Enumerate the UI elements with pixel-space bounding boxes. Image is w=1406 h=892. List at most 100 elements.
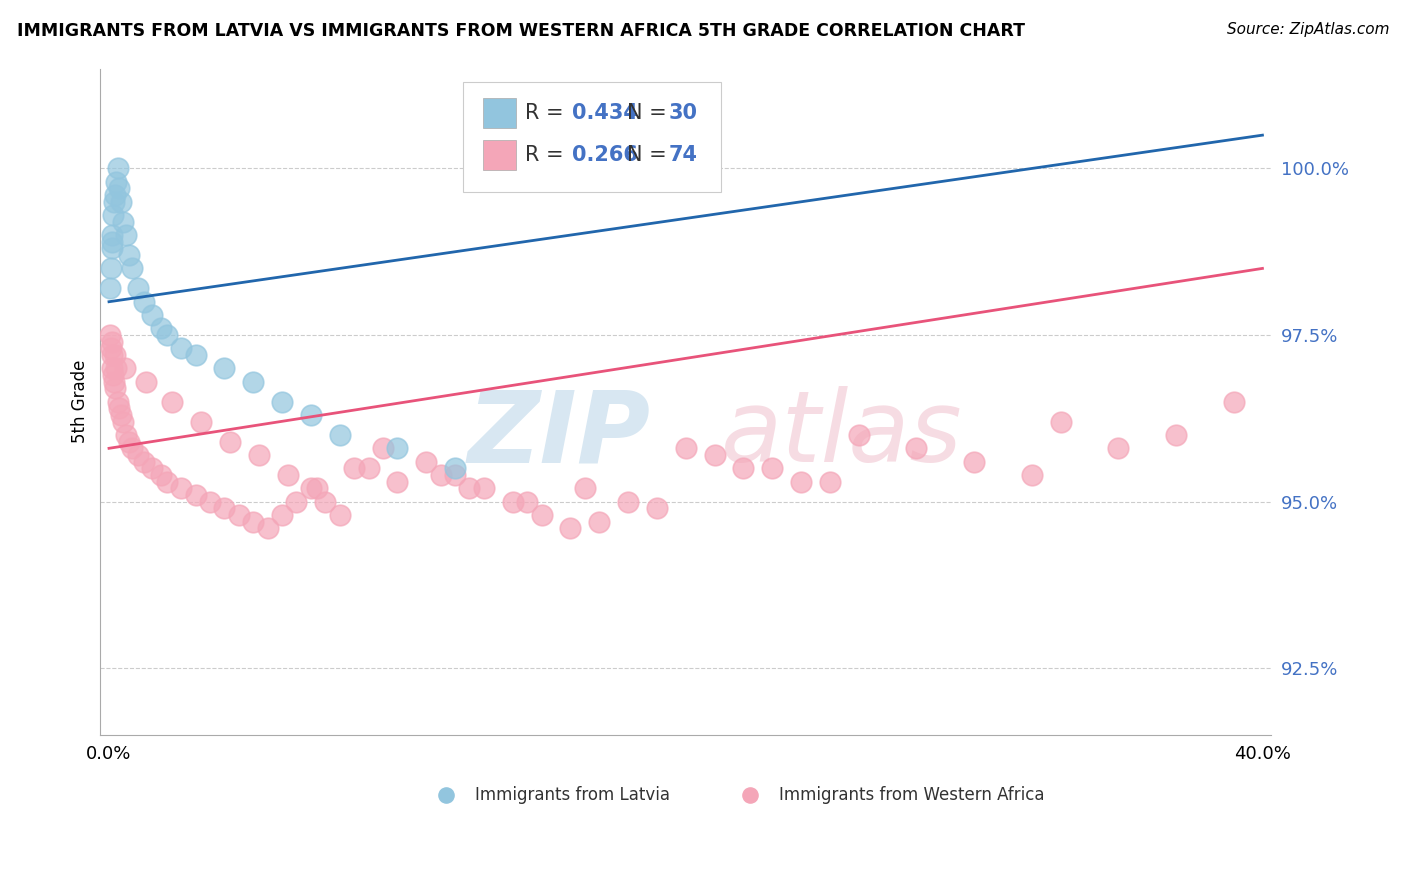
Point — [299, 481, 322, 495]
Point — [121, 261, 143, 276]
Point — [170, 342, 193, 356]
Text: 30: 30 — [668, 103, 697, 123]
Point — [103, 194, 125, 209]
Point — [502, 494, 524, 508]
Text: N =: N = — [627, 103, 673, 123]
Point — [675, 442, 697, 456]
Point — [127, 281, 149, 295]
Point — [110, 194, 132, 209]
FancyBboxPatch shape — [484, 140, 516, 170]
Point — [127, 448, 149, 462]
Point — [101, 361, 124, 376]
Point — [588, 515, 610, 529]
Point — [156, 328, 179, 343]
Point — [219, 434, 242, 449]
Point — [242, 515, 264, 529]
Text: N =: N = — [627, 145, 673, 165]
Point — [103, 375, 125, 389]
Point — [645, 501, 668, 516]
Point — [271, 508, 294, 522]
Point — [305, 481, 328, 495]
Point — [560, 521, 582, 535]
Point — [214, 361, 236, 376]
Point — [115, 428, 138, 442]
Point — [184, 348, 207, 362]
Point — [472, 481, 495, 495]
Point — [103, 368, 125, 382]
Point — [118, 248, 141, 262]
Point — [1049, 415, 1071, 429]
Point — [458, 481, 481, 495]
Point — [444, 467, 467, 482]
Point — [121, 442, 143, 456]
Point — [100, 328, 122, 343]
Point — [703, 448, 725, 462]
Point — [156, 475, 179, 489]
Text: 0.434: 0.434 — [572, 103, 638, 123]
Point — [170, 481, 193, 495]
Point — [100, 281, 122, 295]
Point — [371, 442, 394, 456]
Point — [100, 334, 122, 349]
Point — [357, 461, 380, 475]
Point — [110, 408, 132, 422]
Point — [247, 448, 270, 462]
Text: 74: 74 — [668, 145, 697, 165]
Text: IMMIGRANTS FROM LATVIA VS IMMIGRANTS FROM WESTERN AFRICA 5TH GRADE CORRELATION C: IMMIGRANTS FROM LATVIA VS IMMIGRANTS FRO… — [17, 22, 1025, 40]
Point — [105, 175, 128, 189]
Text: Immigrants from Latvia: Immigrants from Latvia — [475, 786, 671, 804]
Point — [132, 294, 155, 309]
Point — [314, 494, 336, 508]
Point — [105, 361, 128, 376]
Point — [118, 434, 141, 449]
Point — [285, 494, 308, 508]
Text: Source: ZipAtlas.com: Source: ZipAtlas.com — [1226, 22, 1389, 37]
Point — [617, 494, 640, 508]
Point — [733, 461, 755, 475]
Point — [107, 161, 129, 176]
Point — [115, 228, 138, 243]
Point — [387, 475, 409, 489]
Point — [848, 428, 870, 442]
Point — [242, 375, 264, 389]
Point — [1021, 467, 1043, 482]
Text: R =: R = — [526, 145, 571, 165]
Text: Immigrants from Western Africa: Immigrants from Western Africa — [779, 786, 1045, 804]
Point — [114, 361, 136, 376]
Text: R =: R = — [526, 103, 571, 123]
Point — [149, 467, 172, 482]
Point — [104, 188, 127, 202]
Point — [162, 394, 184, 409]
Y-axis label: 5th Grade: 5th Grade — [72, 360, 89, 443]
Point — [530, 508, 553, 522]
Point — [100, 342, 122, 356]
Point — [818, 475, 841, 489]
Point — [100, 261, 122, 276]
Point — [277, 467, 299, 482]
Point — [329, 428, 352, 442]
Point — [198, 494, 221, 508]
Point — [108, 401, 131, 416]
Point — [107, 394, 129, 409]
Point — [1222, 394, 1244, 409]
FancyBboxPatch shape — [484, 98, 516, 128]
Point — [387, 442, 409, 456]
Point — [329, 508, 352, 522]
Point — [104, 348, 127, 362]
Point — [415, 455, 437, 469]
FancyBboxPatch shape — [464, 82, 721, 192]
Point — [905, 442, 928, 456]
Point — [104, 381, 127, 395]
Point — [100, 235, 122, 249]
Point — [271, 394, 294, 409]
Point — [963, 455, 986, 469]
Point — [141, 461, 163, 475]
Point — [101, 348, 124, 362]
Point — [256, 521, 278, 535]
Point — [1164, 428, 1187, 442]
Text: atlas: atlas — [721, 386, 963, 483]
Point — [343, 461, 366, 475]
Point — [141, 308, 163, 322]
Point — [184, 488, 207, 502]
Point — [108, 181, 131, 195]
